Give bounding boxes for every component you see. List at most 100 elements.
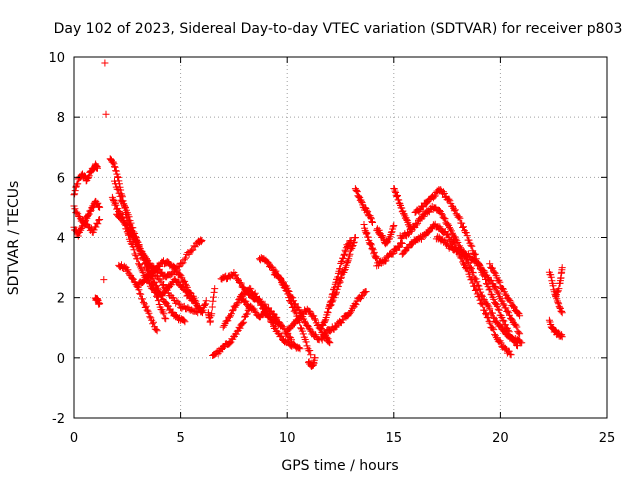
x-axis-label: GPS time / hours: [281, 458, 398, 474]
data-point: [111, 180, 119, 188]
data-point: [511, 338, 519, 346]
data-point: [502, 321, 510, 329]
data-point: [510, 303, 518, 311]
data-point: [454, 213, 462, 221]
data-point: [231, 303, 239, 311]
data-point: [344, 258, 351, 266]
data-point: [355, 192, 362, 200]
data-point: [139, 250, 147, 258]
data-point: [136, 290, 144, 298]
data-point: [336, 265, 344, 273]
data-point: [555, 285, 563, 293]
data-point: [369, 219, 376, 226]
y-tick-label: 6: [57, 171, 65, 186]
data-point: [441, 215, 449, 223]
series-s1: [70, 160, 101, 199]
data-point: [367, 240, 375, 247]
x-tick-label: 5: [176, 431, 184, 446]
data-point: [424, 228, 432, 236]
data-point: [437, 210, 445, 217]
data-point: [85, 172, 93, 180]
data-point: [558, 264, 566, 272]
data-point: [284, 287, 292, 295]
data-point: [299, 330, 307, 338]
data-point: [180, 256, 188, 264]
data-point: [358, 198, 365, 206]
data-point: [238, 320, 246, 328]
data-point: [151, 266, 159, 274]
data-point: [326, 298, 334, 306]
series-s26: [317, 288, 370, 344]
data-point: [154, 284, 161, 292]
data-point: [291, 300, 299, 308]
data-point: [152, 326, 160, 333]
data-point: [340, 251, 348, 259]
data-point: [467, 241, 475, 249]
data-point: [74, 180, 82, 188]
data-point: [398, 204, 406, 212]
data-point: [492, 332, 499, 340]
data-point: [326, 339, 334, 347]
y-tick-label: -2: [52, 412, 65, 427]
data-point: [258, 301, 266, 309]
data-point: [85, 173, 93, 181]
data-point: [306, 347, 314, 354]
data-point: [158, 268, 166, 276]
data-point: [118, 213, 126, 221]
data-point: [296, 345, 304, 353]
data-point: [496, 278, 504, 286]
data-point: [255, 297, 263, 305]
data-point: [328, 291, 336, 299]
data-point: [182, 254, 189, 262]
series-s30: [373, 222, 398, 248]
data-point: [444, 220, 452, 228]
data-point: [209, 297, 217, 305]
data-point: [479, 301, 487, 309]
data-point: [436, 207, 443, 214]
data-point: [176, 271, 184, 279]
data-point: [112, 201, 120, 209]
y-tick-label: 8: [57, 111, 65, 126]
data-point: [353, 187, 361, 195]
data-point: [132, 238, 140, 246]
data-point: [429, 194, 437, 202]
series-s24: [305, 354, 319, 370]
data-point: [111, 199, 119, 207]
data-point: [478, 299, 486, 307]
data-point: [116, 192, 124, 200]
data-point: [518, 339, 526, 347]
data-point: [247, 285, 255, 293]
data-point: [318, 336, 326, 344]
data-point: [317, 334, 325, 342]
data-point: [153, 327, 161, 335]
data-point: [460, 223, 467, 231]
data-point: [372, 253, 380, 261]
data-point: [547, 273, 555, 281]
data-point: [396, 200, 404, 208]
data-point: [393, 193, 401, 200]
data-point: [332, 278, 340, 286]
data-point: [302, 338, 310, 346]
data-point: [139, 295, 146, 303]
data-point: [502, 304, 510, 312]
data-point: [307, 351, 315, 359]
data-point: [154, 286, 162, 294]
data-point: [234, 275, 242, 283]
data-point: [360, 289, 368, 297]
data-point: [149, 320, 157, 328]
data-point: [545, 316, 553, 324]
data-point: [364, 233, 372, 241]
data-point: [263, 258, 271, 266]
data-point: [366, 212, 374, 220]
data-point: [111, 163, 119, 171]
data-point: [137, 249, 145, 257]
data-point: [150, 278, 158, 286]
data-point: [121, 203, 129, 211]
data-point: [294, 315, 302, 323]
series-s14: [134, 257, 199, 308]
data-point: [251, 307, 259, 315]
data-point: [499, 316, 507, 324]
data-point: [160, 310, 168, 318]
data-point: [182, 280, 189, 288]
data-point: [256, 298, 264, 306]
